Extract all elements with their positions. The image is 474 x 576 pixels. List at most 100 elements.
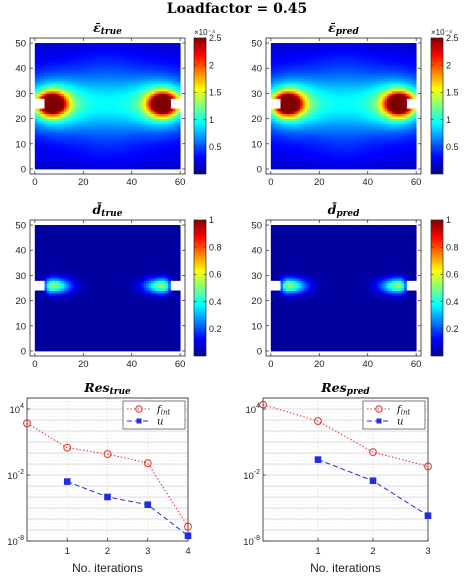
field-cell [297,166,301,170]
field-cell [275,48,279,51]
field-cell [160,128,164,132]
field-cell [155,45,159,49]
field-cell [350,45,354,49]
field-cell [83,88,87,92]
field-cell [107,143,111,147]
field-cell [129,151,133,155]
field-cell [119,70,123,74]
field-cell [78,153,82,157]
field-cell [49,121,53,125]
field-cell [66,43,70,46]
field-cell [37,93,41,97]
field-cell [66,50,70,54]
field-cell [297,111,301,114]
field-cell [117,113,121,117]
field-cell [292,43,296,46]
field-cell [319,136,323,140]
field-cell [143,113,147,117]
field-cell [134,98,137,102]
field-cell [365,123,369,127]
field-cell [278,95,281,99]
field-cell [163,100,167,104]
field-cell [102,68,106,72]
field-cell [44,70,48,74]
field-cell [76,148,79,152]
field-cell [321,111,325,114]
field-cell [102,48,106,51]
field-cell [155,116,159,119]
field-cell [136,58,140,62]
field-cell [97,123,101,127]
field-cell [71,116,74,119]
field-cell [151,106,154,109]
field-cell [309,43,313,46]
field-cell [71,88,74,92]
field-cell [287,93,291,97]
field-cell [131,108,135,112]
field-cells [34,43,181,170]
field-cell [333,73,337,77]
field-cell [124,78,128,82]
field-cell [312,88,315,92]
field-cell [326,153,330,157]
field-cell [117,156,121,160]
field-cell [287,156,291,160]
field-cell [307,156,310,160]
field-cell [134,45,137,49]
field-cell [177,53,181,57]
field-cell [321,128,325,132]
field-cell [117,95,121,99]
field-cell [88,143,91,147]
field-cell [292,88,296,92]
field-cell [365,108,369,112]
field-cell [314,116,318,119]
field-cell [321,133,325,137]
field-cell [158,118,162,122]
field-cell [124,136,128,140]
field-cell [148,153,152,157]
field-cell [338,65,342,69]
field-cell [85,146,89,150]
field-cell [295,118,298,122]
field-cell [117,85,121,89]
field-cell [328,85,332,89]
field-cell [59,50,62,54]
field-cell [353,128,357,132]
field-cell [34,45,38,49]
field-cell [280,98,284,102]
field-cell [321,123,325,127]
field-cell [124,68,128,72]
field-cell [350,95,354,99]
field-cell [51,146,55,150]
field-cell [63,148,67,152]
field-cell [73,108,77,112]
field-cell [280,121,284,125]
field-cell [177,73,181,77]
field-cell [146,55,150,59]
field-cell [59,121,62,125]
field-cell [73,133,77,137]
field-cell [51,85,55,89]
field-cell [307,65,310,69]
field-cell [112,141,116,145]
field-cell [105,80,108,84]
field-cell [54,148,58,152]
field-cell [34,116,38,119]
field-cell [73,161,77,165]
field-cell [114,58,118,62]
field-cell [54,163,58,167]
field-cell [282,131,286,135]
field-cell [177,58,181,62]
field-cell [333,151,337,155]
field-cell [61,161,65,165]
field-cell [131,141,135,145]
field-cell [109,83,113,87]
field-cell [143,141,147,145]
field-cell [343,151,347,155]
field-cell [76,138,79,142]
field-cell [105,108,108,112]
field-cell [290,148,294,152]
field-cell [97,60,101,64]
field-cell [341,146,344,150]
field-cell [44,48,48,51]
